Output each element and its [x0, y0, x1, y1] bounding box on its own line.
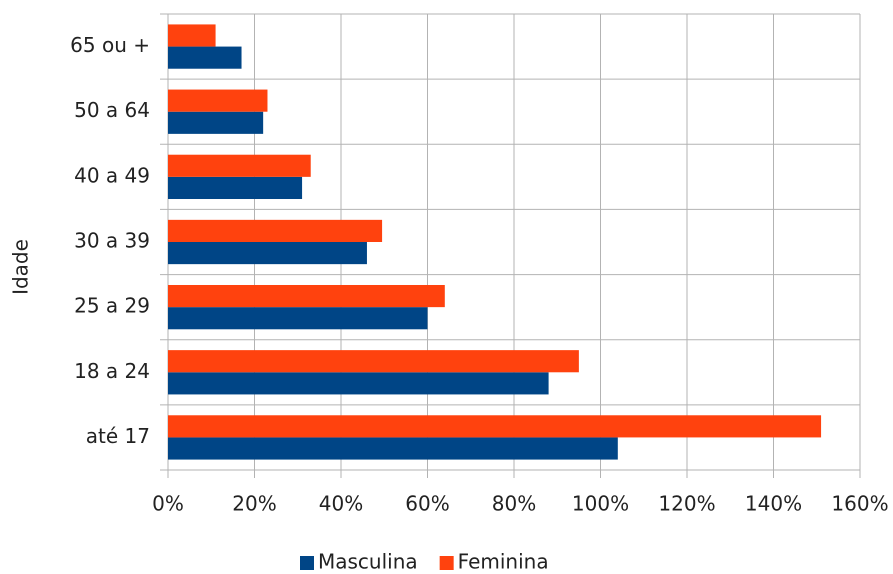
y-tick-label: 18 a 24 — [74, 359, 150, 383]
y-tick-label: 25 a 29 — [74, 294, 150, 318]
legend-swatch — [439, 556, 454, 570]
x-tick-label: 100% — [572, 492, 629, 516]
bar — [168, 307, 428, 330]
y-axis-title: Idade — [9, 239, 33, 295]
bar — [168, 111, 264, 134]
x-tick-label: 120% — [658, 492, 715, 516]
bar — [168, 89, 268, 112]
bar — [168, 350, 579, 373]
legend-label: Feminina — [458, 550, 549, 574]
bar — [168, 284, 445, 308]
y-tick-label: 40 a 49 — [74, 163, 150, 187]
y-tick-label: 30 a 39 — [74, 229, 150, 253]
bar — [168, 219, 383, 242]
x-tick-label: 0% — [152, 492, 184, 516]
x-tick-label: 40% — [319, 492, 363, 516]
y-tick-label: 65 ou + — [70, 33, 150, 57]
bar — [168, 46, 242, 69]
bar — [168, 176, 303, 200]
bar — [168, 154, 311, 177]
y-tick-label: até 17 — [86, 424, 150, 448]
x-tick-label: 80% — [492, 492, 536, 516]
x-tick-label: 60% — [405, 492, 449, 516]
bar — [168, 415, 822, 438]
bar — [168, 437, 618, 460]
legend-label: Masculina — [318, 550, 418, 574]
x-tick-label: 140% — [745, 492, 802, 516]
x-tick-label: 20% — [232, 492, 276, 516]
y-tick-label: 50 a 64 — [74, 98, 150, 122]
legend-swatch — [300, 556, 314, 570]
bar — [168, 242, 367, 265]
x-tick-label: 160% — [831, 492, 888, 516]
bar — [168, 24, 216, 47]
bar — [168, 372, 549, 395]
